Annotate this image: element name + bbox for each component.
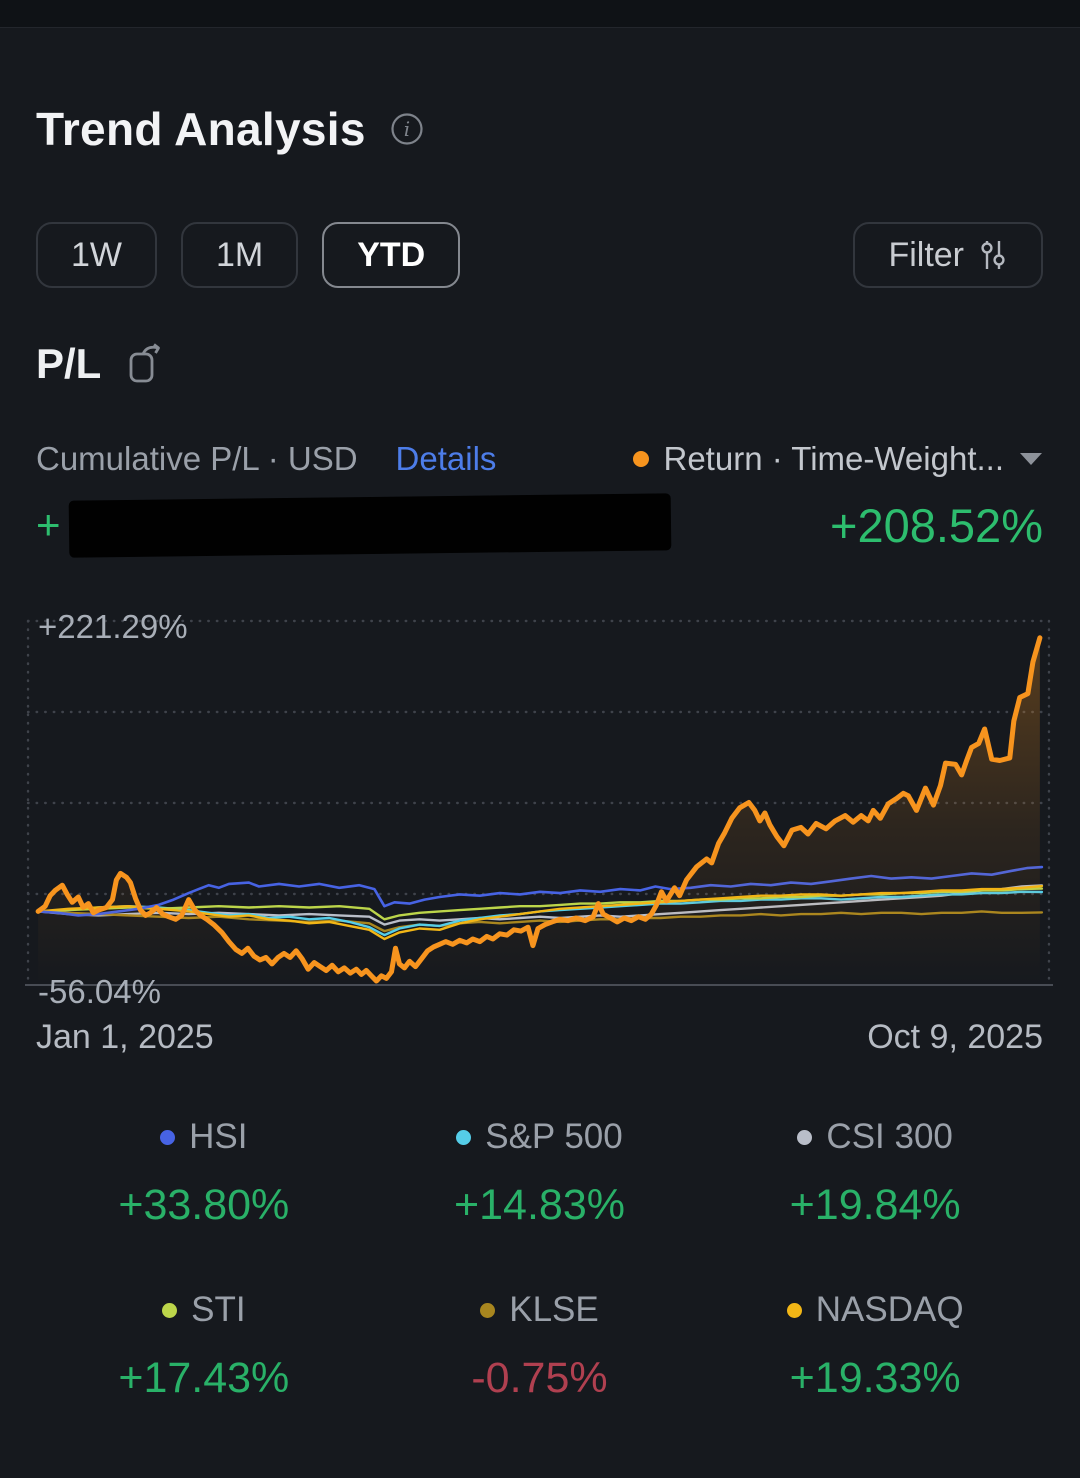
legend-item-klse: KLSE -0.75% xyxy=(372,1290,708,1403)
period-label: 1W xyxy=(71,235,122,274)
metric-row: Cumulative P/L · USD Details Return · Ti… xyxy=(36,440,1043,478)
header: Trend Analysis i xyxy=(36,102,1043,156)
return-series-dot xyxy=(632,451,649,467)
status-bar-strip xyxy=(0,0,1080,28)
cumulative-value-row: + +208.52% xyxy=(36,492,1043,558)
x-axis-labels: Jan 1, 2025 Oct 9, 2025 xyxy=(36,1018,1043,1057)
legend-label: S&P 500 xyxy=(485,1117,623,1156)
period-button-1m[interactable]: 1M xyxy=(181,222,299,288)
info-icon[interactable]: i xyxy=(390,112,424,146)
legend-value: +19.84% xyxy=(789,1181,961,1229)
details-link[interactable]: Details xyxy=(395,440,497,477)
chart-canvas[interactable] xyxy=(25,618,1053,988)
legend-value: +14.83% xyxy=(454,1181,625,1229)
hsi-dot xyxy=(160,1129,176,1145)
sti-dot xyxy=(162,1302,178,1318)
legend-item-nasdaq: NASDAQ +19.33% xyxy=(707,1290,1043,1403)
nasdaq-dot xyxy=(786,1302,802,1318)
svg-text:i: i xyxy=(404,117,410,141)
period-label: YTD xyxy=(357,235,426,274)
legend-value: +33.80% xyxy=(118,1181,290,1229)
sliders-icon xyxy=(978,238,1008,272)
period-label: 1M xyxy=(216,235,264,274)
share-icon[interactable] xyxy=(127,343,165,385)
legend-item-sp500: S&P 500 +14.83% xyxy=(372,1117,708,1230)
period-selector: 1W 1M YTD Filter xyxy=(36,222,1043,288)
legend-label: KLSE xyxy=(509,1290,599,1329)
trend-chart[interactable]: +221.29% -56.04% xyxy=(25,608,1053,1010)
sp500-dot xyxy=(456,1129,472,1145)
filter-button[interactable]: Filter xyxy=(853,222,1043,288)
x-axis-end-date: Oct 9, 2025 xyxy=(867,1018,1043,1056)
legend-label: CSI 300 xyxy=(826,1117,953,1156)
return-type-label: Return · Time-Weight... xyxy=(663,440,1005,477)
chevron-down-icon xyxy=(1019,452,1043,466)
period-button-ytd[interactable]: YTD xyxy=(322,222,461,288)
pl-section-header: P/L xyxy=(36,340,1043,388)
filter-label: Filter xyxy=(888,235,964,274)
redacted-value xyxy=(68,492,671,558)
cumulative-return-percent: +208.52% xyxy=(830,498,1043,552)
legend-value: -0.75% xyxy=(471,1354,608,1402)
legend-item-sti: STI +17.43% xyxy=(36,1290,372,1403)
pl-title: P/L xyxy=(36,340,102,387)
legend-value: +19.33% xyxy=(789,1354,961,1402)
period-button-1w[interactable]: 1W xyxy=(36,222,157,288)
legend-label: NASDAQ xyxy=(815,1290,964,1329)
legend-value: +17.43% xyxy=(118,1354,290,1402)
page-title: Trend Analysis xyxy=(36,103,366,155)
legend-label: HSI xyxy=(189,1117,248,1156)
csi300-dot xyxy=(797,1129,813,1145)
return-type-dropdown[interactable]: Return · Time-Weight... xyxy=(632,440,1044,478)
x-axis-start-date: Jan 1, 2025 xyxy=(36,1018,214,1056)
metric-label: Cumulative P/L · USD xyxy=(36,440,358,477)
legend-item-hsi: HSI +33.80% xyxy=(36,1117,372,1230)
klse-dot xyxy=(480,1302,496,1318)
legend-item-csi300: CSI 300 +19.84% xyxy=(707,1117,1043,1230)
value-sign: + xyxy=(36,501,61,548)
index-legend: HSI +33.80% S&P 500 +14.83% CSI 300 +19.… xyxy=(36,1117,1043,1403)
app-root: Trend Analysis i 1W 1M YTD Filter xyxy=(0,0,1080,1403)
legend-label: STI xyxy=(191,1290,246,1329)
